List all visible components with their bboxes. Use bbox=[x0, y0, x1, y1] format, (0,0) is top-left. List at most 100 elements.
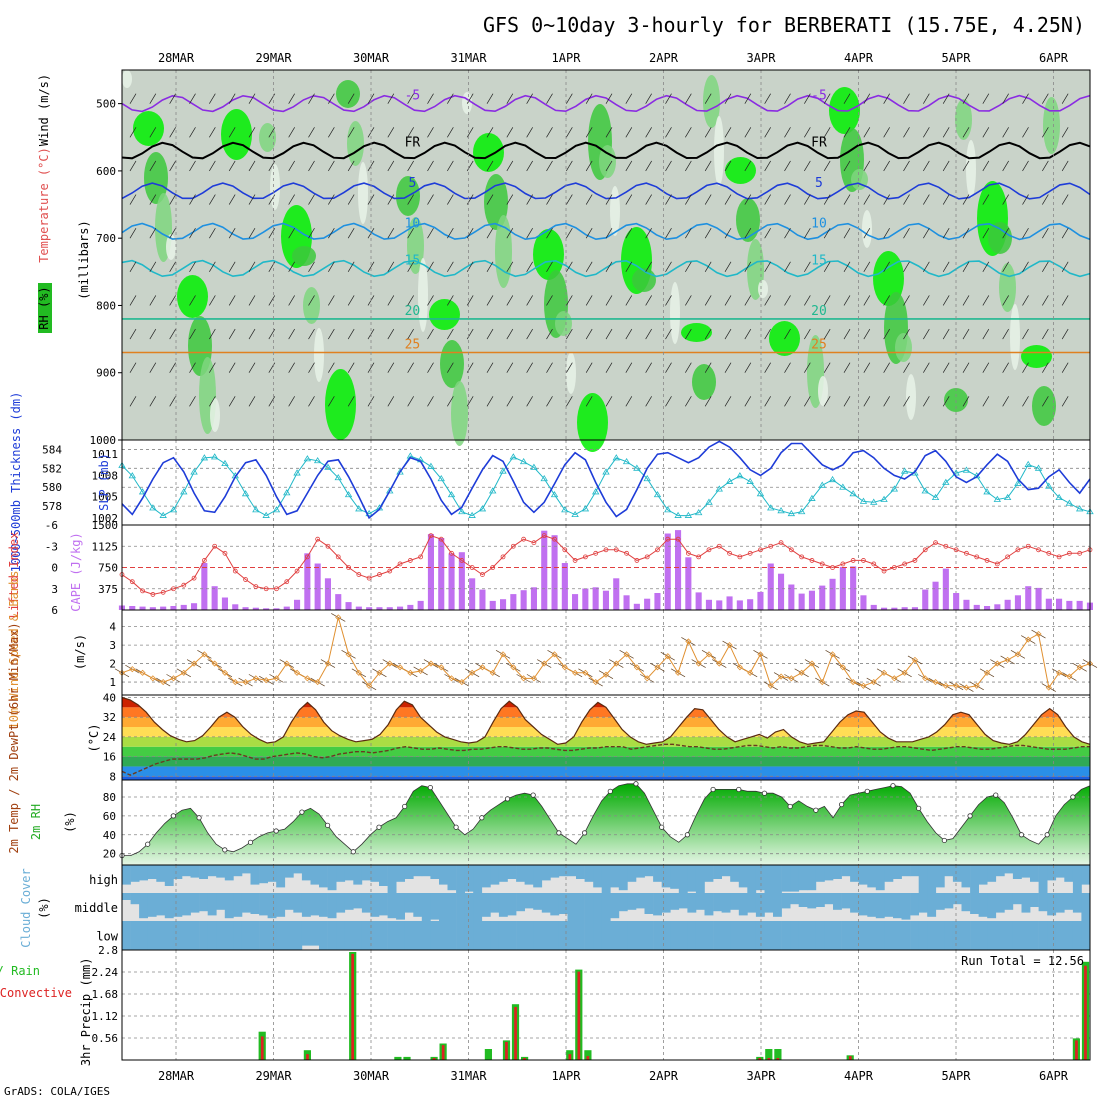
cloud-cover-bar bbox=[336, 865, 346, 882]
wind-speed-point bbox=[1066, 673, 1073, 680]
rh-contour-fill bbox=[336, 80, 360, 108]
cloud-cover-bar bbox=[773, 921, 782, 950]
thickness-point bbox=[818, 481, 826, 488]
wind-barb bbox=[506, 295, 514, 306]
cloud-cover-bar bbox=[481, 893, 491, 917]
wind-barb bbox=[585, 160, 593, 172]
cloud-level-label: low bbox=[96, 930, 118, 944]
wind-barb bbox=[347, 362, 355, 373]
thickness-axis-label: 1000~500mb Thickness (dm) bbox=[9, 392, 23, 573]
thickness-point bbox=[643, 474, 651, 482]
wind-barb bbox=[1022, 261, 1029, 272]
lifted-index-point bbox=[407, 558, 413, 563]
cape-bar bbox=[942, 568, 949, 610]
rh-point bbox=[607, 788, 613, 794]
wind-barb bbox=[863, 295, 871, 306]
cloud-cover-bar bbox=[644, 865, 654, 877]
cloud-cover-bar bbox=[224, 865, 234, 881]
wind-speed-point bbox=[850, 678, 857, 686]
wind-barb bbox=[427, 362, 434, 373]
thickness-point bbox=[756, 490, 765, 497]
cloud-cover-bar bbox=[396, 921, 405, 950]
lifted-index-point bbox=[634, 558, 640, 563]
thickness-point bbox=[478, 505, 487, 512]
wind-speed-point bbox=[1035, 630, 1042, 638]
wind-barb bbox=[387, 194, 395, 205]
wind-barb bbox=[1061, 362, 1069, 373]
wind-speed-point bbox=[1004, 656, 1011, 663]
temp-contour-label: 20 bbox=[811, 304, 827, 319]
wind-barb bbox=[367, 160, 375, 172]
wind-barb bbox=[308, 127, 315, 138]
cloud-cover-bar bbox=[241, 921, 251, 950]
rh-tick-label: 60 bbox=[103, 810, 116, 823]
wind-barb bbox=[347, 396, 355, 407]
cloud-cover-bar bbox=[935, 893, 945, 910]
wind-speed-point bbox=[963, 684, 970, 691]
cape-bar bbox=[324, 578, 331, 610]
wind-barb bbox=[169, 93, 176, 104]
wind-barb bbox=[1042, 93, 1049, 104]
date-label-bottom: 6APR bbox=[1039, 1069, 1069, 1083]
cloud-cover-bar bbox=[233, 865, 243, 877]
wind-barb bbox=[724, 396, 732, 407]
wind-speed-point bbox=[479, 664, 486, 671]
wind-barb bbox=[923, 261, 930, 272]
cloud-cover-bar bbox=[833, 865, 842, 879]
cape-bar bbox=[180, 604, 187, 610]
cloud-cover-bar bbox=[173, 865, 183, 879]
wind-barb bbox=[605, 93, 613, 104]
cloud-cover-bar bbox=[918, 921, 928, 950]
wind-barb bbox=[209, 93, 216, 104]
wind-barb bbox=[962, 194, 970, 205]
wind-barb bbox=[685, 396, 692, 407]
rh-point bbox=[170, 813, 176, 819]
cape-bar bbox=[1066, 600, 1073, 610]
wind-barb bbox=[704, 93, 712, 104]
wind-barb bbox=[1022, 295, 1029, 306]
cloud-cover-bar bbox=[713, 893, 722, 912]
rh-point bbox=[684, 832, 690, 838]
wind-barb bbox=[466, 228, 474, 239]
thickness-point bbox=[942, 478, 950, 485]
wind-barb bbox=[288, 261, 295, 272]
date-label-top: 1APR bbox=[552, 51, 582, 65]
cloud-cover-bar bbox=[122, 893, 131, 900]
wind-barb bbox=[328, 261, 335, 272]
cape-bar bbox=[500, 599, 507, 610]
wind-barb bbox=[288, 295, 295, 306]
wind-speed-point bbox=[489, 669, 496, 676]
cloud-axis-label: Cloud Cover bbox=[19, 868, 33, 947]
lifted-index-point bbox=[490, 565, 496, 570]
cape-bar bbox=[530, 587, 537, 610]
wind-barb bbox=[923, 194, 930, 205]
cloud-cover-bar bbox=[721, 893, 731, 913]
lifted-index-point bbox=[891, 565, 897, 570]
wind-speed-point bbox=[572, 669, 579, 676]
wind-barb bbox=[347, 127, 355, 138]
cloud-cover-bar bbox=[970, 893, 979, 914]
pressure-tick-label: 800 bbox=[96, 299, 116, 312]
wind-barb bbox=[744, 295, 752, 306]
cloud-cover-bar bbox=[833, 893, 842, 910]
thickness-point bbox=[489, 487, 497, 494]
thickness-point bbox=[715, 485, 723, 492]
wind-barb bbox=[149, 93, 157, 104]
wind-barb bbox=[447, 194, 454, 205]
date-label-top: 5APR bbox=[942, 51, 972, 65]
wind-barb bbox=[903, 127, 910, 138]
cloud-cover-bar bbox=[738, 865, 748, 888]
wind-barb bbox=[506, 396, 514, 407]
wind-barb bbox=[1061, 295, 1069, 306]
cloud-cover-bar bbox=[593, 893, 603, 921]
wind-speed-point bbox=[788, 675, 795, 682]
wind-barb bbox=[486, 396, 494, 407]
wind-barb bbox=[843, 194, 851, 205]
wind-barb bbox=[883, 261, 890, 272]
wind-barb bbox=[486, 228, 494, 239]
cloud-cover-bar bbox=[730, 893, 740, 910]
cloud-cover-bar bbox=[850, 921, 859, 950]
wind-barb bbox=[189, 362, 196, 373]
thickness-point bbox=[1003, 493, 1012, 501]
